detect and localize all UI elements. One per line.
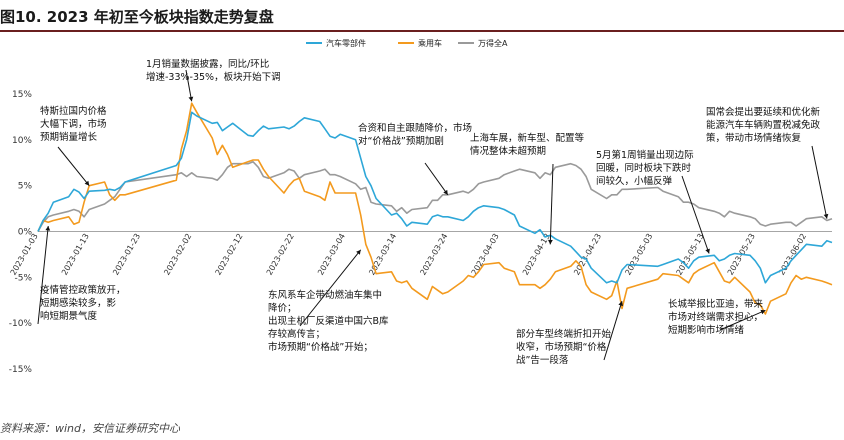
x-tick-label: 2023-02-02 xyxy=(162,232,193,277)
y-axis: 15% 10% 5% 0% -5% -10% -15% xyxy=(9,90,832,375)
x-tick-label: 2023-01-23 xyxy=(111,232,142,277)
annotation-text: 间较久，小幅反弹 xyxy=(596,175,673,187)
annotation-text: 能源汽车车辆购置税减免政 xyxy=(706,119,821,131)
y-tick-label: -10% xyxy=(9,319,33,329)
x-tick-label: 2023-05-13 xyxy=(675,232,706,277)
annotation: 合资和自主跟随降价，市场对“价格战”预期加剧 xyxy=(358,122,472,196)
x-tick-label: 2023-04-13 xyxy=(521,232,552,277)
annotation-text: 长城举报比亚迪，带来 xyxy=(668,298,764,310)
annotation-text: 特斯拉国内价格 xyxy=(40,105,107,117)
arrow-head xyxy=(760,309,766,315)
arrow-head xyxy=(705,248,710,254)
annotation: 东风系车企带动燃油车集中降价；出现主机厂反渠道中国六B库存较高传言；市场预期“价… xyxy=(268,249,389,353)
title-divider xyxy=(0,30,844,32)
legend-label: 汽车零部件 xyxy=(326,38,366,48)
y-tick-label: 5% xyxy=(18,182,33,192)
annotation-arrow xyxy=(299,249,362,327)
annotations: 1月销量数据披露，同比/环比增速-33%-35%，板块开始下调特斯拉国内价格大幅… xyxy=(37,58,829,366)
x-tick-label: 2023-04-23 xyxy=(572,232,603,277)
x-tick-label: 2023-02-12 xyxy=(214,232,245,277)
annotation-text: 合资和自主跟随降价，市场 xyxy=(358,122,472,134)
series-line xyxy=(37,111,833,284)
chart-title: 图10. 2023 年初至今板块指数走势复盘 xyxy=(0,8,274,26)
x-tick-label: 2023-05-03 xyxy=(623,232,654,277)
legend-item: 乘用车 xyxy=(398,38,442,48)
arrow-head xyxy=(356,249,361,255)
y-tick-label: -15% xyxy=(9,365,33,375)
series-line xyxy=(37,161,833,232)
legend-item: 万得全A xyxy=(458,38,508,48)
annotation-arrow xyxy=(681,175,710,254)
series-lines xyxy=(37,102,833,315)
annotation-text: 回暖，同时板块下跌时 xyxy=(596,162,692,174)
annotation-text: 上海车展，新车型、配置等 xyxy=(470,132,585,144)
legend-label: 万得全A xyxy=(478,38,508,48)
annotation-text: 1月销量数据披露，同比/环比 xyxy=(146,58,269,70)
x-tick-label: 2023-02-22 xyxy=(265,232,296,277)
x-tick-label: 2023-04-03 xyxy=(470,232,501,277)
series-line xyxy=(37,102,833,315)
annotation-text: 响短期景气度 xyxy=(40,310,98,322)
source-note: 资料来源：wind，安信证券研究中心 xyxy=(0,422,181,435)
annotation-arrow xyxy=(603,301,623,361)
annotation-text: 战”告一段落 xyxy=(516,354,569,366)
annotation-text: 收窄，市场预期“价格 xyxy=(516,341,607,353)
annotation-arrow xyxy=(811,145,828,219)
annotation-text: 策，带动市场情绪恢复 xyxy=(706,132,802,144)
arrow-head xyxy=(618,301,623,307)
annotation-text: 5月第1周销量出现边际 xyxy=(596,149,694,161)
annotation-text: 大幅下调，市场 xyxy=(40,118,107,130)
arrow-head xyxy=(548,239,553,245)
index-trend-chart: 15%10%5%0%-5%-10%-15% 2023-01-03 2023-01-… xyxy=(9,38,833,375)
y-tick-label: -5% xyxy=(14,273,32,283)
annotation-arrow xyxy=(719,309,766,331)
annotation-arrow xyxy=(185,69,193,102)
annotation-text: 部分车型终端折扣开始 xyxy=(516,328,612,340)
arrow-head xyxy=(823,213,829,219)
x-tick-label: 2023-01-03 xyxy=(9,232,40,277)
annotation-text: 短期影响市场情绪 xyxy=(668,324,745,336)
x-tick-label: 2023-03-04 xyxy=(316,232,347,277)
x-axis: 2023-01-03 2023-01-13 2023-01-23 2023-02-02… xyxy=(9,232,808,277)
annotation-text: 对“价格战”预期加剧 xyxy=(358,135,444,147)
y-tick-label: 15% xyxy=(12,90,32,100)
x-tick-label: 2023-03-24 xyxy=(418,232,449,277)
y-tick-label: 0% xyxy=(18,228,33,238)
arrow-head xyxy=(45,226,51,231)
annotation-arrow xyxy=(424,162,449,196)
annotation-text: 情况整体未超预期 xyxy=(470,145,546,157)
arrow-head xyxy=(443,189,448,195)
annotation-arrow xyxy=(37,225,49,325)
y-tick-label: 10% xyxy=(12,136,32,146)
annotation-text: 出现主机厂反渠道中国六B库 xyxy=(268,315,389,327)
legend-label: 乘用车 xyxy=(418,38,442,48)
annotation-text: 预期销量增长 xyxy=(40,131,98,143)
legend-item: 汽车零部件 xyxy=(306,38,366,48)
annotation-text: 存较高传言； xyxy=(268,328,325,340)
arrow-head xyxy=(84,180,90,186)
annotation-text: 增速-33%-35%，板块开始下调 xyxy=(146,71,281,83)
annotation-text: 短期感染较多，影 xyxy=(40,297,117,309)
arrow-head xyxy=(188,96,194,102)
annotation-text: 疫情管控政策放开， xyxy=(40,284,126,296)
annotation-text: 降价； xyxy=(268,302,297,314)
x-tick-label: 2023-01-13 xyxy=(60,232,91,277)
annotation-arrow xyxy=(57,146,90,186)
annotation-arrow xyxy=(549,163,554,245)
annotation-text: 市场预期“价格战”开始； xyxy=(268,341,373,353)
annotation-text: 国常会提出要延续和优化新 xyxy=(706,106,821,118)
annotation-text: 市场对终端需求担心， xyxy=(668,311,763,323)
legend: 汽车零部件 乘用车 万得全A xyxy=(306,38,508,48)
x-tick-label: 2023-03-14 xyxy=(367,232,398,277)
